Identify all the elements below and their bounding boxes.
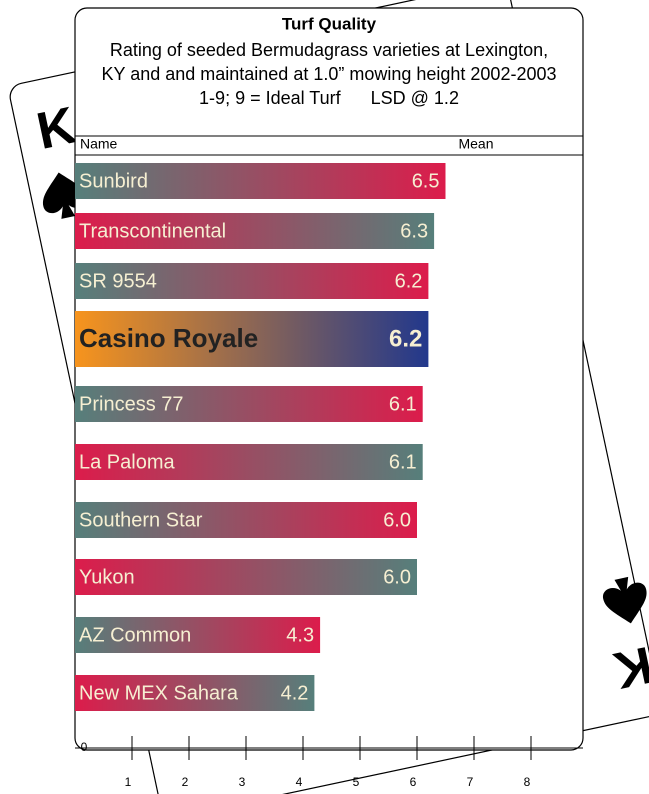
chart: K K Turf Quality Rating of seeded Bermud… bbox=[0, 0, 649, 794]
x-tick-label: 1 bbox=[125, 775, 132, 789]
category-label: Yukon bbox=[79, 566, 135, 588]
x-tick-label: 5 bbox=[353, 775, 360, 789]
category-label: AZ Common bbox=[79, 624, 191, 646]
subtitle: KY and and maintained at 1.0” mowing hei… bbox=[102, 64, 557, 84]
value-label: 6.1 bbox=[389, 393, 417, 415]
value-label: 6.3 bbox=[400, 220, 428, 242]
value-label: 4.2 bbox=[281, 682, 309, 704]
value-label: 6.5 bbox=[412, 170, 440, 192]
category-label: New MEX Sahara bbox=[79, 682, 239, 704]
x-tick-label: 8 bbox=[524, 775, 531, 789]
x-tick-label: 4 bbox=[296, 775, 303, 789]
category-label: Transcontinental bbox=[79, 220, 226, 242]
category-label: Casino Royale bbox=[79, 323, 258, 353]
x-tick-label: 3 bbox=[239, 775, 246, 789]
value-label: 6.0 bbox=[383, 509, 411, 531]
category-label: Southern Star bbox=[79, 509, 203, 531]
x-tick-label: 6 bbox=[410, 775, 417, 789]
value-label: 6.1 bbox=[389, 451, 417, 473]
x-tick-label: 0 bbox=[81, 740, 88, 754]
value-label: 4.3 bbox=[286, 624, 314, 646]
chart-title: Turf Quality bbox=[282, 14, 377, 33]
category-label: Sunbird bbox=[79, 170, 148, 192]
category-label: Princess 77 bbox=[79, 393, 184, 415]
value-label: 6.0 bbox=[383, 566, 411, 588]
value-label: 6.2 bbox=[389, 325, 422, 352]
column-header: Mean bbox=[458, 136, 493, 152]
column-header: Name bbox=[80, 136, 118, 152]
subtitle: 1-9; 9 = Ideal Turf LSD @ 1.2 bbox=[199, 88, 459, 108]
x-tick-label: 7 bbox=[467, 775, 474, 789]
subtitle: Rating of seeded Bermudagrass varieties … bbox=[110, 40, 548, 60]
value-label: 6.2 bbox=[395, 270, 423, 292]
category-label: La Paloma bbox=[79, 451, 175, 473]
x-tick-label: 2 bbox=[182, 775, 189, 789]
category-label: SR 9554 bbox=[79, 270, 157, 292]
